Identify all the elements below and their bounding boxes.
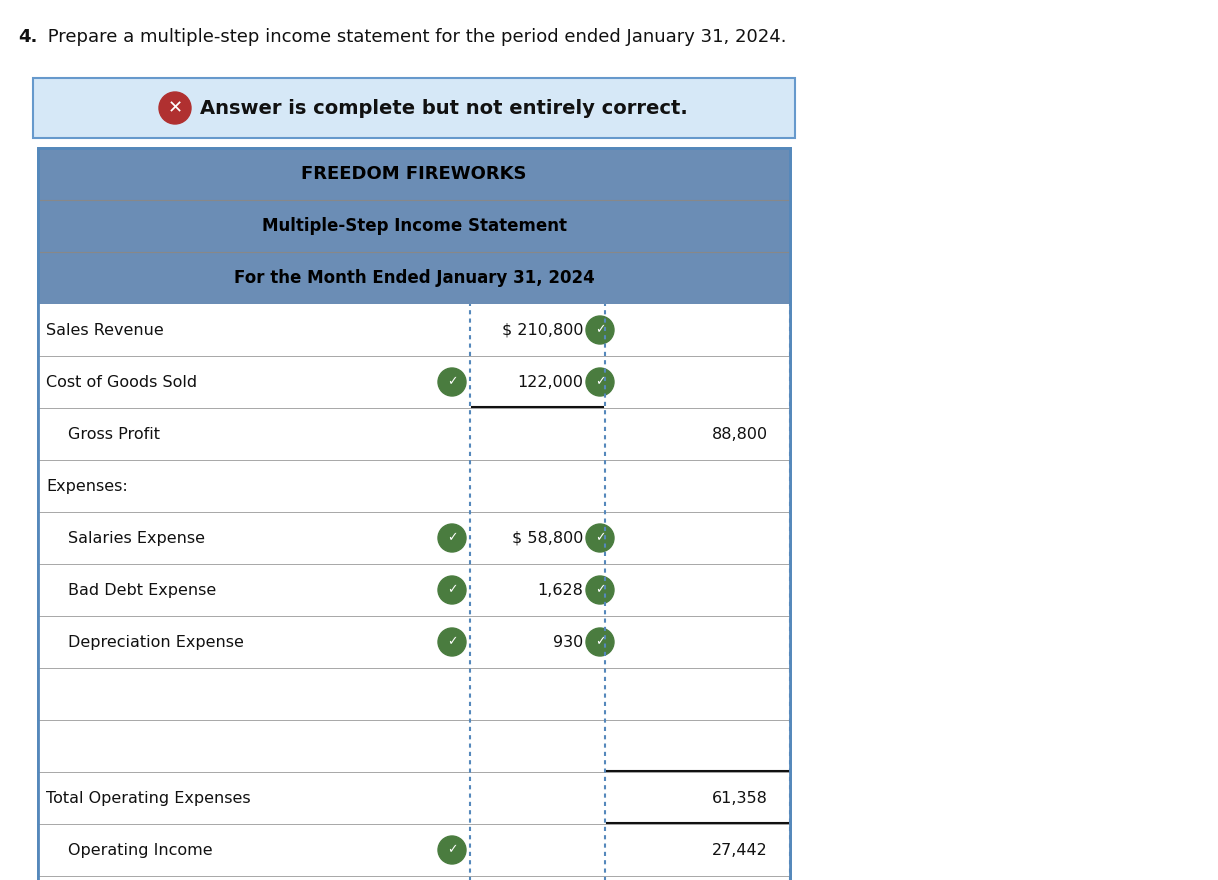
Bar	[38, 252, 790, 304]
Bar	[33, 78, 795, 138]
Bar	[38, 720, 790, 772]
Text: ✓: ✓	[447, 532, 457, 545]
Circle shape	[438, 524, 466, 552]
Circle shape	[586, 524, 614, 552]
Text: FREEDOM FIREWORKS: FREEDOM FIREWORKS	[301, 165, 526, 183]
Text: Bad Debt Expense: Bad Debt Expense	[68, 583, 217, 598]
Circle shape	[586, 316, 614, 344]
Circle shape	[438, 576, 466, 604]
Bar	[38, 824, 790, 876]
Bar	[38, 148, 790, 880]
Bar	[38, 772, 790, 824]
Bar	[38, 356, 790, 408]
Bar	[38, 408, 790, 460]
Text: ✓: ✓	[594, 583, 605, 597]
Text: Answer is complete but not entirely correct.: Answer is complete but not entirely corr…	[200, 99, 688, 118]
Text: ✓: ✓	[594, 532, 605, 545]
Bar	[38, 148, 790, 880]
Text: ✓: ✓	[447, 583, 457, 597]
Text: Operating Income: Operating Income	[68, 842, 213, 857]
Bar	[38, 304, 790, 356]
Circle shape	[160, 92, 191, 124]
Circle shape	[586, 628, 614, 656]
Bar	[38, 564, 790, 616]
Circle shape	[586, 576, 614, 604]
Text: Sales Revenue: Sales Revenue	[46, 322, 163, 338]
Text: ✓: ✓	[594, 376, 605, 388]
Text: Salaries Expense: Salaries Expense	[68, 531, 205, 546]
Text: $ 210,800: $ 210,800	[502, 322, 583, 338]
Bar	[38, 876, 790, 880]
Circle shape	[438, 628, 466, 656]
Text: Gross Profit: Gross Profit	[68, 427, 160, 442]
Text: 122,000: 122,000	[516, 375, 583, 390]
Text: Depreciation Expense: Depreciation Expense	[68, 634, 244, 649]
Text: For the Month Ended January 31, 2024: For the Month Ended January 31, 2024	[234, 269, 594, 287]
Bar	[38, 512, 790, 564]
Bar	[38, 200, 790, 252]
Bar	[38, 668, 790, 720]
Text: 4.: 4.	[18, 28, 38, 46]
Text: Multiple-Step Income Statement: Multiple-Step Income Statement	[262, 217, 566, 235]
Text: ✓: ✓	[594, 635, 605, 649]
Text: 930: 930	[553, 634, 583, 649]
Text: $ 58,800: $ 58,800	[512, 531, 583, 546]
Circle shape	[438, 836, 466, 864]
Circle shape	[438, 368, 466, 396]
Text: 88,800: 88,800	[711, 427, 769, 442]
Bar	[38, 616, 790, 668]
Circle shape	[586, 368, 614, 396]
Bar	[38, 148, 790, 200]
Text: ✓: ✓	[447, 635, 457, 649]
Text: ✓: ✓	[447, 376, 457, 388]
Text: Cost of Goods Sold: Cost of Goods Sold	[46, 375, 197, 390]
Text: Expenses:: Expenses:	[46, 479, 128, 494]
Text: 27,442: 27,442	[713, 842, 769, 857]
Text: ✓: ✓	[594, 324, 605, 336]
Bar	[38, 460, 790, 512]
Text: Total Operating Expenses: Total Operating Expenses	[46, 790, 251, 805]
Text: 1,628: 1,628	[537, 583, 583, 598]
Text: ✓: ✓	[447, 844, 457, 856]
Text: ✕: ✕	[167, 99, 183, 117]
Text: 61,358: 61,358	[713, 790, 769, 805]
Text: Prepare a multiple-step income statement for the period ended January 31, 2024.: Prepare a multiple-step income statement…	[41, 28, 787, 46]
